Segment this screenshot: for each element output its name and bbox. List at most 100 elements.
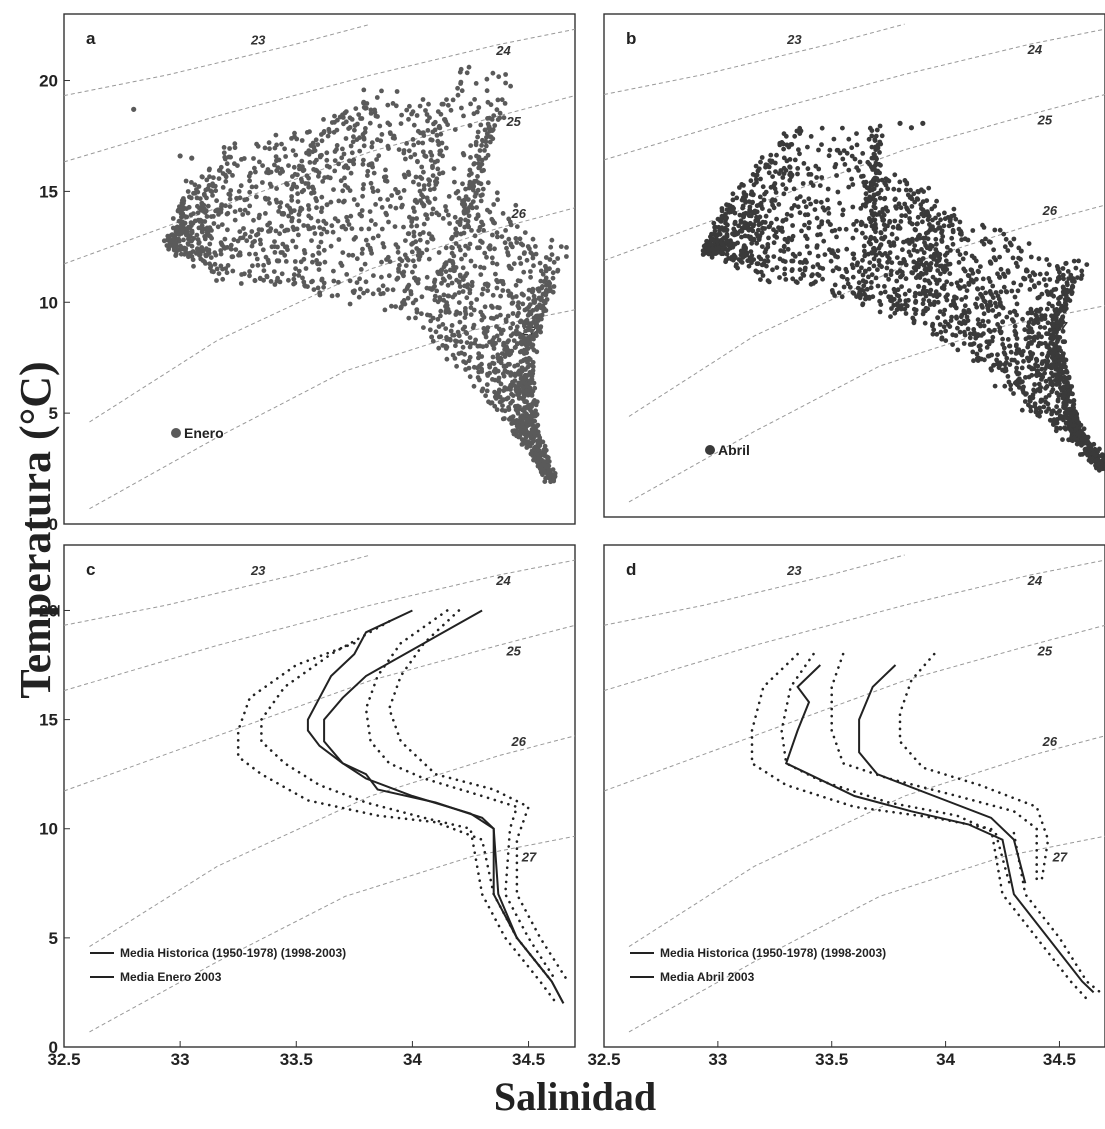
scatter-point xyxy=(363,279,369,285)
scatter-point xyxy=(260,180,265,185)
scatter-point xyxy=(1084,262,1090,267)
scatter-point xyxy=(411,205,416,211)
scatter-point xyxy=(531,438,536,444)
scatter-point xyxy=(171,238,176,244)
scatter-point xyxy=(512,363,517,369)
scatter-point xyxy=(1054,404,1059,410)
plot-frame xyxy=(63,13,576,525)
scatter-point xyxy=(810,264,816,270)
scatter-point xyxy=(479,317,485,323)
scatter-point xyxy=(414,113,420,118)
scatter-point xyxy=(816,166,822,172)
scatter-point xyxy=(279,166,284,172)
scatter-point xyxy=(935,315,941,320)
scatter-point xyxy=(384,178,390,184)
scatter-point xyxy=(370,189,376,195)
scatter-point xyxy=(1015,264,1020,269)
scatter-point xyxy=(732,219,738,225)
scatter-point xyxy=(521,394,527,400)
scatter-point xyxy=(437,151,443,157)
scatter-point xyxy=(425,118,430,124)
scatter-point xyxy=(860,151,866,156)
scatter-point xyxy=(528,274,533,280)
scatter-point xyxy=(185,229,191,235)
scatter-point xyxy=(354,280,360,285)
scatter-point xyxy=(821,238,827,244)
scatter-point xyxy=(721,228,727,233)
scatter-point xyxy=(943,328,948,334)
scatter-point xyxy=(878,302,884,307)
scatter-point xyxy=(892,310,898,316)
scatter-point xyxy=(915,214,921,220)
scatter-point xyxy=(364,101,370,106)
scatter-point xyxy=(738,219,744,225)
scatter-point xyxy=(356,112,362,117)
scatter-point xyxy=(939,335,945,341)
scatter-point xyxy=(770,174,775,180)
scatter-point xyxy=(445,293,451,299)
scatter-point xyxy=(502,385,508,390)
scatter-point xyxy=(846,184,852,190)
scatter-point xyxy=(457,284,463,289)
scatter-point xyxy=(404,255,409,261)
scatter-point xyxy=(892,218,898,224)
scatter-point xyxy=(482,127,488,133)
scatter-point xyxy=(992,327,997,333)
scatter-point xyxy=(907,216,912,221)
scatter-point xyxy=(476,154,482,160)
scatter-point xyxy=(1037,388,1043,394)
scatter-point xyxy=(746,263,752,269)
scatter-point xyxy=(453,226,459,232)
scatter-point xyxy=(467,167,473,173)
x-axis-label: Salinidad xyxy=(494,1074,656,1119)
scatter-point xyxy=(225,227,230,233)
scatter-point xyxy=(263,254,269,260)
scatter-point xyxy=(296,273,302,278)
scatter-point xyxy=(403,156,408,162)
scatter-point xyxy=(1048,292,1054,297)
scatter-point xyxy=(298,259,304,265)
scatter-point xyxy=(278,200,284,206)
scatter-point xyxy=(1023,375,1028,380)
x-tick-label: 32.5 xyxy=(587,1050,620,1069)
scatter-point xyxy=(501,115,507,121)
scatter-point xyxy=(918,261,924,267)
scatter-point xyxy=(161,238,167,244)
scatter-point xyxy=(310,149,316,155)
scatter-point xyxy=(266,196,271,202)
scatter-point xyxy=(520,420,526,426)
scatter-point xyxy=(831,136,837,142)
scatter-point xyxy=(537,435,543,441)
scatter-point xyxy=(513,282,519,288)
scatter-point xyxy=(905,192,911,198)
scatter-point xyxy=(761,197,767,203)
scatter-point xyxy=(970,279,976,285)
scatter-point xyxy=(505,252,511,258)
scatter-point xyxy=(912,199,918,205)
scatter-point xyxy=(889,298,895,304)
scatter-point xyxy=(380,283,386,289)
scatter-point xyxy=(730,244,736,250)
scatter-point xyxy=(296,212,302,217)
scatter-point xyxy=(419,201,425,206)
scatter-point xyxy=(985,353,991,359)
scatter-point xyxy=(766,170,772,176)
scatter-point xyxy=(242,271,247,277)
scatter-point xyxy=(533,413,539,418)
scatter-point xyxy=(1014,369,1019,375)
scatter-point xyxy=(494,107,500,113)
scatter-point xyxy=(347,278,353,284)
scatter-point xyxy=(844,277,850,282)
scatter-point xyxy=(1071,258,1077,264)
scatter-point xyxy=(356,294,362,300)
scatter-point xyxy=(1044,409,1049,414)
y-tick-label: 20 xyxy=(39,601,58,620)
scatter-point xyxy=(299,158,305,164)
scatter-point xyxy=(920,219,925,225)
scatter-point xyxy=(131,106,137,112)
scatter-point xyxy=(352,123,358,128)
scatter-point xyxy=(289,136,294,141)
legend-label: Media Enero 2003 xyxy=(120,970,222,984)
scatter-point xyxy=(462,197,467,203)
